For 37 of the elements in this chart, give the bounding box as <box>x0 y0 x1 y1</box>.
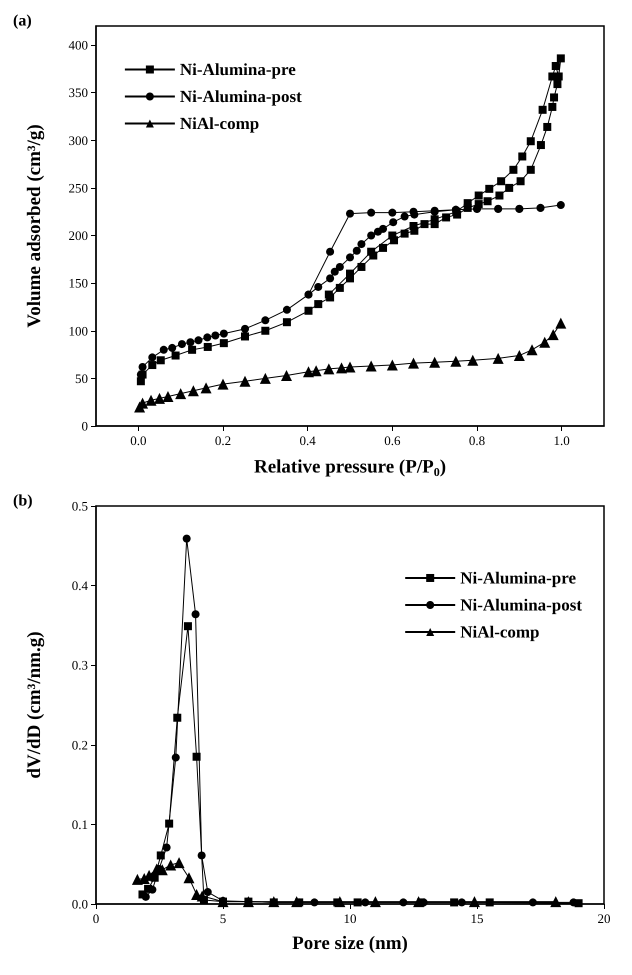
y-tick-label: 0 <box>82 418 88 434</box>
legend-label: Ni-Alumina-pre <box>180 60 296 79</box>
y-tick-label: 0.1 <box>72 816 88 832</box>
y-tick-label: 150 <box>68 276 88 291</box>
y-tick-label: 0.5 <box>72 498 88 514</box>
chart-title: (a) <box>13 12 32 30</box>
x-tick-label: 0 <box>92 911 100 926</box>
x-tick-label: 20 <box>598 911 610 926</box>
y-tick-label: 50 <box>75 370 88 386</box>
y-tick-label: 200 <box>68 228 88 244</box>
y-axis-title: dV/dD (cm³/nm.g) <box>24 631 45 779</box>
legend-label: Ni-Alumina-post <box>460 595 582 614</box>
legend-label: Ni-Alumina-post <box>180 87 302 106</box>
y-tick-label: 0.3 <box>72 658 88 673</box>
x-tick-label: 0.6 <box>384 433 401 448</box>
x-tick-label: 0.0 <box>130 433 146 448</box>
x-tick-label: 0.8 <box>468 433 486 448</box>
y-tick-label: 0.0 <box>72 896 88 912</box>
y-tick-label: 0.4 <box>72 578 88 594</box>
x-tick-label: 15 <box>470 911 484 926</box>
y-tick-label: 350 <box>68 85 88 100</box>
chart-title: (b) <box>13 492 33 510</box>
y-tick-label: 0.2 <box>72 737 88 752</box>
y-tick-label: 100 <box>68 323 88 338</box>
y-axis-title: Volume adsorbed (cm³/g) <box>24 124 45 328</box>
x-tick-label: 5 <box>220 911 226 926</box>
legend-label: Ni-Alumina-pre <box>460 568 576 588</box>
x-tick-label: 0.4 <box>300 433 316 448</box>
y-tick-label: 250 <box>68 180 88 196</box>
legend-label: NiAl-comp <box>460 622 540 642</box>
y-tick-label: 400 <box>68 38 88 53</box>
x-tick-label: 10 <box>344 911 356 926</box>
legend-label: NiAl-comp <box>180 114 260 133</box>
y-tick-label: 300 <box>68 132 88 148</box>
x-tick-label: 1.0 <box>554 433 570 448</box>
x-axis-title: Pore size (nm) <box>292 933 408 954</box>
x-tick-label: 0.2 <box>214 433 232 448</box>
